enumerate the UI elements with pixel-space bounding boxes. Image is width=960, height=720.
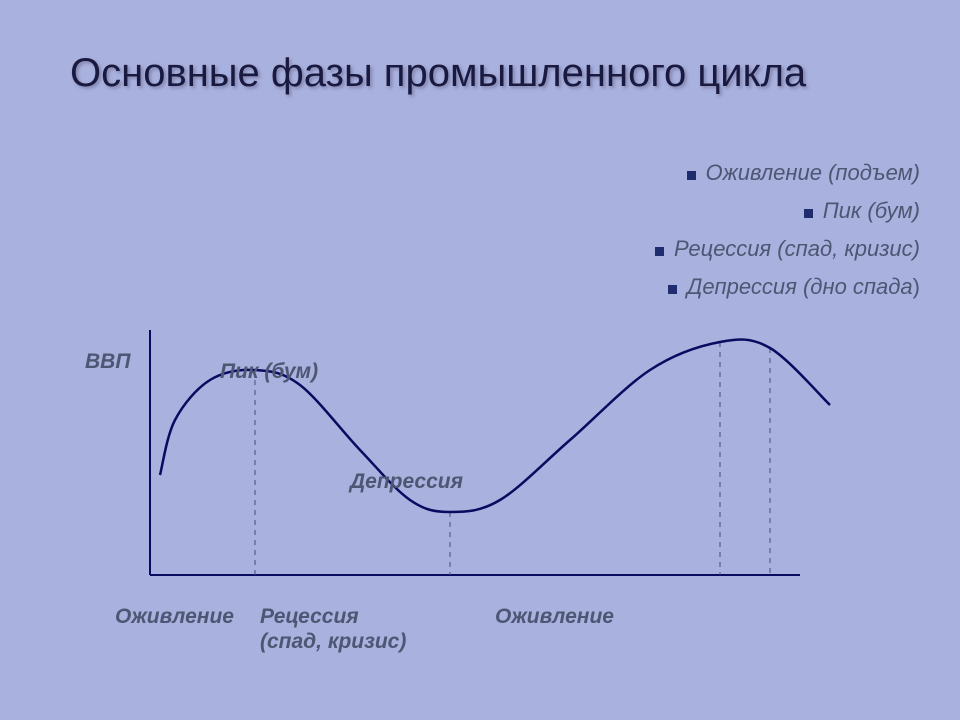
chart-svg [100,330,860,640]
business-cycle-chart: ВВППик (бум)ДепрессияОживлениеРецессия(с… [100,330,860,640]
chart-label-peak: Пик (бум) [220,360,318,384]
chart-label-depression: Депрессия [350,470,463,494]
chart-label-revival2: Оживление [495,605,614,629]
bullet-list: Оживление (подъем) Пик (бум) Рецессия (спа… [530,160,920,312]
page-title: Основные фазы промышленного цикла [70,48,900,98]
chart-label-recession2: (спад, кризис) [260,630,406,654]
bullet-square-icon [668,285,677,294]
bullet-text: Пик (бум) [823,198,920,224]
bullet-square-icon [655,247,664,256]
bullet-text: Депрессия (дно спада) [687,274,920,300]
slide: Основные фазы промышленного цикла Оживле… [0,0,960,720]
bullet-item: Пик (бум) [530,198,920,230]
bullet-text: Оживление (подъем) [706,160,920,186]
bullet-text: Рецессия (спад, кризис) [674,236,920,262]
chart-label-recession: Рецессия [260,605,359,629]
chart-label-revival1: Оживление [115,605,234,629]
bullet-square-icon [804,209,813,218]
bullet-square-icon [687,171,696,180]
bullet-item: Депрессия (дно спада) [530,274,920,306]
bullet-item: Рецессия (спад, кризис) [530,236,920,268]
chart-label-y_axis: ВВП [85,350,130,374]
bullet-item: Оживление (подъем) [530,160,920,192]
